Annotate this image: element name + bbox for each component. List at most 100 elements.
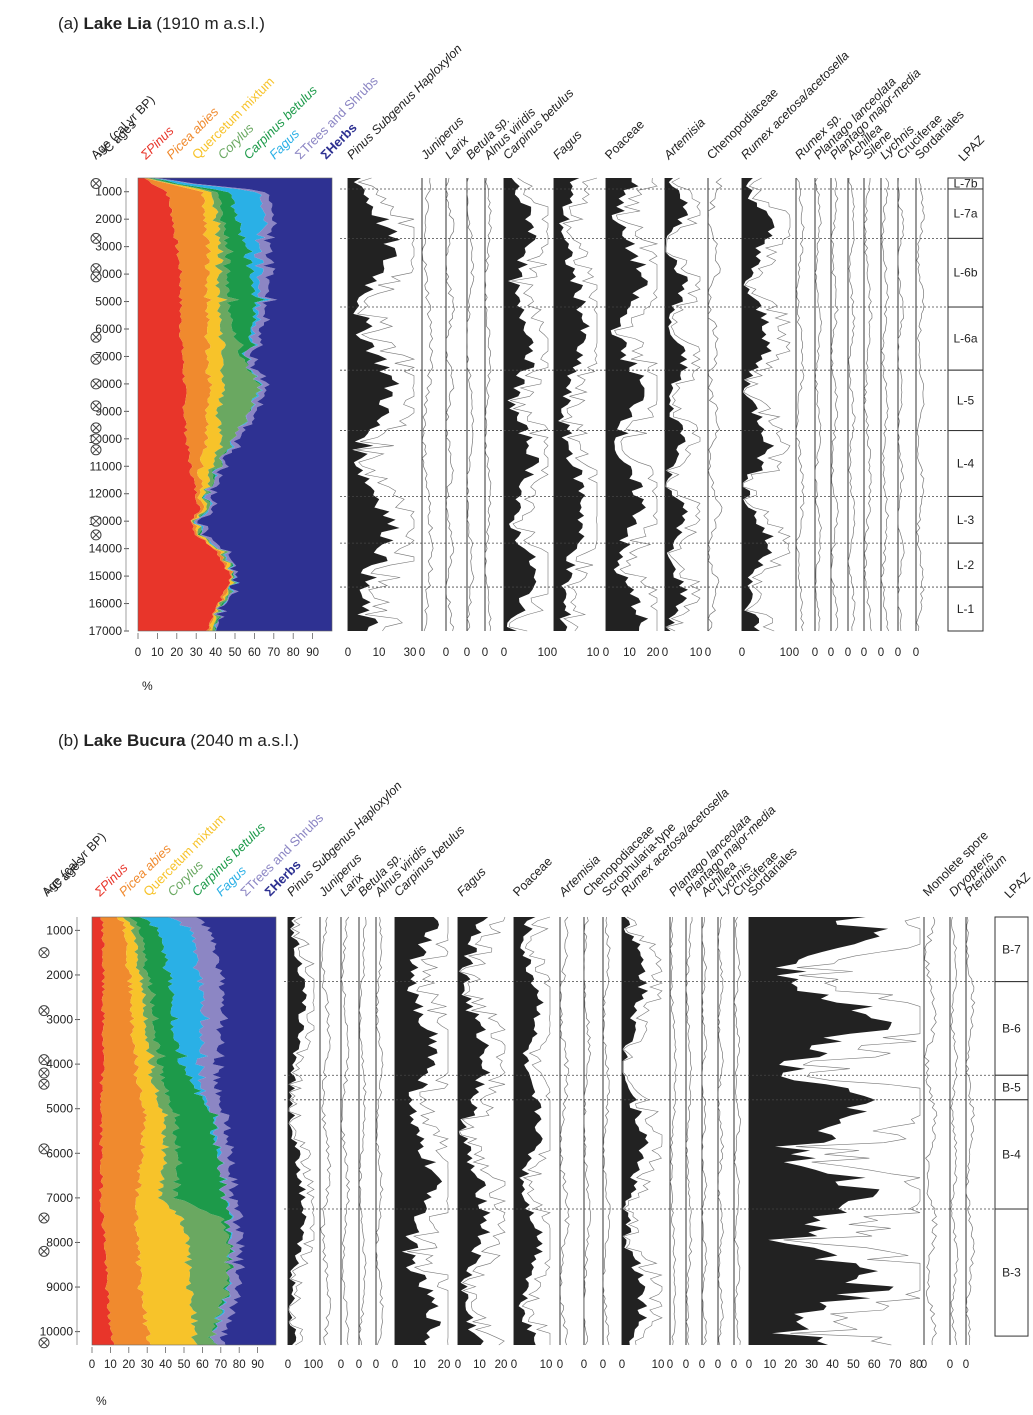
c14-cross <box>40 1055 48 1064</box>
lpaz-box <box>994 916 1029 983</box>
c14-date-marker <box>38 1005 50 1017</box>
lpaz-zone-label: L-4 <box>957 457 975 471</box>
taxon-tick-label: 0 <box>482 647 488 659</box>
c14-date-marker <box>90 271 102 283</box>
age-tick-label: 16000 <box>89 597 123 611</box>
taxon-tick-label: 0 <box>731 1359 737 1371</box>
summary-tick-label: 30 <box>190 647 203 659</box>
c14-date-marker <box>38 1054 50 1066</box>
lpaz-zone-label: B-3 <box>1002 1266 1021 1280</box>
taxon-tick-label: 0 <box>317 1359 323 1371</box>
taxon-curve-line <box>830 177 839 632</box>
age-tick-label: 14000 <box>89 542 123 556</box>
c14-cross <box>92 333 100 342</box>
taxon-tick-label: 10 <box>690 647 703 659</box>
taxon-tick-label: 10 <box>540 1359 553 1371</box>
taxon-curve-line <box>814 177 823 632</box>
taxon-tick-label: 10 <box>473 1359 486 1371</box>
taxon-tick-label: 10 <box>652 1359 665 1371</box>
taxon-tick-label: 0 <box>581 1359 587 1371</box>
taxon-curve-line <box>320 916 332 1346</box>
c14-cross <box>92 234 100 243</box>
age-tick-label: 9000 <box>46 1280 73 1294</box>
taxon-curve-line <box>847 177 856 632</box>
panel-title: (b) Lake Bucura (2040 m a.s.l.) <box>58 731 299 750</box>
c14-date-marker <box>38 1337 50 1349</box>
taxon-curve-line <box>965 916 976 1346</box>
summary-area-pinus <box>92 917 115 1345</box>
taxon-tick-label: 10 <box>413 1359 426 1371</box>
age-tick-label: 7000 <box>95 349 122 363</box>
taxon-curve-line <box>358 916 367 1346</box>
age-tick-label: 4000 <box>95 267 122 281</box>
taxon-tick-label: 0 <box>705 647 711 659</box>
taxon-tick-label: 0 <box>662 647 668 659</box>
taxon-curve-filled <box>348 178 401 631</box>
taxon-curve-exaggerated <box>458 916 507 1346</box>
taxon-tick-label: 0 <box>455 1359 461 1371</box>
c14-cross <box>92 355 100 364</box>
taxon-tick-label: 0 <box>947 1359 953 1371</box>
age-tick-label: 5000 <box>46 1102 73 1116</box>
summary-area-fagus <box>138 917 236 1345</box>
taxon-curve-line <box>669 916 677 1346</box>
c14-cross <box>92 445 100 454</box>
c14-cross <box>40 1247 48 1256</box>
taxon-tick-label: 30 <box>404 647 417 659</box>
summary-tick-label: 50 <box>229 647 242 659</box>
taxon-tick-label: 0 <box>878 647 884 659</box>
summary-tick-label: 80 <box>233 1359 246 1371</box>
age-tick-label: 3000 <box>95 240 122 254</box>
summary-area-carpinusbetulus <box>128 917 235 1345</box>
taxon-label: Poaceae <box>510 854 555 899</box>
lpaz-box <box>994 1099 1029 1210</box>
taxon-tick-label: 0 <box>285 1359 291 1371</box>
taxon-tick-label: 20 <box>438 1359 451 1371</box>
taxon-curve-line <box>717 916 725 1346</box>
taxon-tick-label: 10 <box>538 647 551 659</box>
summary-tick-label: 70 <box>214 1359 227 1371</box>
taxon-tick-label: 0 <box>739 647 745 659</box>
c14-axis-label: ¹⁴C ages <box>42 854 87 899</box>
taxon-tick-label: 20 <box>647 647 660 659</box>
taxon-tick-label: 0 <box>845 647 851 659</box>
lpaz-box <box>947 542 984 588</box>
taxon-curve-line <box>602 916 611 1346</box>
taxon-curve-line <box>795 177 805 632</box>
age-tick-label: 6000 <box>95 322 122 336</box>
taxon-curve-line <box>340 916 351 1346</box>
taxon-tick-label: 0 <box>501 647 507 659</box>
c14-cross <box>92 264 100 273</box>
lpaz-label: LPAZ <box>956 133 988 165</box>
taxon-curve-filled <box>749 917 894 1345</box>
c14-date-marker <box>38 1067 50 1079</box>
taxon-tick-label: 0 <box>419 647 425 659</box>
taxon-tick-label: 10 <box>623 647 636 659</box>
lpaz-box <box>994 981 1029 1076</box>
lpaz-box <box>947 495 984 544</box>
taxon-tick-label: 60 <box>868 1359 881 1371</box>
summary-area-piceaabies <box>143 178 234 631</box>
summary-tick-label: 70 <box>267 647 280 659</box>
panel-title: (a) Lake Lia (1910 m a.s.l.) <box>58 14 265 33</box>
taxon-curve-filled <box>742 178 775 631</box>
summary-area-herbs <box>156 178 332 631</box>
taxon-curve-line <box>375 916 384 1346</box>
taxon-tick-label: 10 <box>780 647 793 659</box>
summary-tick-label: 60 <box>196 1359 209 1371</box>
taxon-curve-line <box>466 177 475 632</box>
percent-label: % <box>96 1394 107 1408</box>
lpaz-zone-label: L-7b <box>953 176 977 190</box>
c14-cross <box>40 1080 48 1089</box>
taxon-label: Artemisia <box>661 115 708 162</box>
taxon-curve-exaggerated <box>783 916 921 1346</box>
taxon-curve-line <box>445 177 455 632</box>
c14-cross <box>40 1006 48 1015</box>
taxon-curve-line <box>863 177 873 632</box>
c14-cross <box>40 948 48 957</box>
taxon-curve-exaggerated <box>355 177 416 632</box>
age-tick-label: 10000 <box>40 1325 74 1339</box>
taxon-tick-label: 0 <box>557 1359 563 1371</box>
